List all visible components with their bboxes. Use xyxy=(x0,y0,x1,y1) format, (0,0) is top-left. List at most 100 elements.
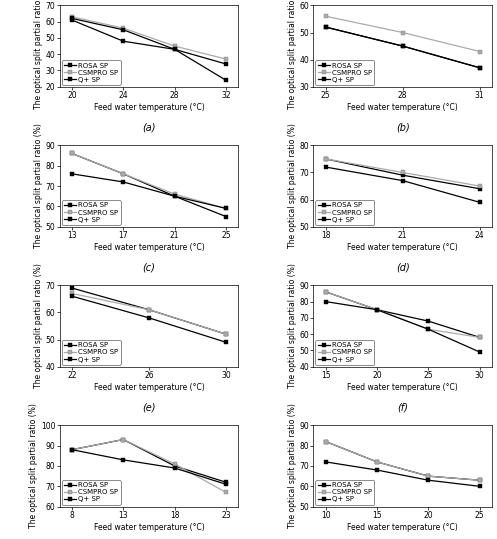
ROSA SP xyxy=(171,465,177,471)
CSMPRO SP xyxy=(171,461,177,467)
Q+ SP xyxy=(171,463,177,469)
ROSA SP xyxy=(120,179,126,185)
Line: Q+ SP: Q+ SP xyxy=(324,439,482,482)
CSMPRO SP xyxy=(69,13,75,20)
Line: ROSA SP: ROSA SP xyxy=(70,294,228,344)
ROSA SP xyxy=(323,299,329,305)
ROSA SP xyxy=(171,193,177,199)
CSMPRO SP xyxy=(323,288,329,295)
CSMPRO SP xyxy=(120,436,126,443)
ROSA SP xyxy=(477,349,483,355)
ROSA SP xyxy=(69,171,75,177)
CSMPRO SP xyxy=(69,150,75,157)
ROSA SP xyxy=(120,26,126,33)
Line: ROSA SP: ROSA SP xyxy=(324,460,482,488)
Q+ SP xyxy=(323,156,329,162)
Q+ SP xyxy=(223,479,229,486)
Y-axis label: The optical split partial ratio (%): The optical split partial ratio (%) xyxy=(288,123,297,248)
Line: Q+ SP: Q+ SP xyxy=(70,18,228,82)
CSMPRO SP xyxy=(477,49,483,55)
Line: CSMPRO SP: CSMPRO SP xyxy=(324,439,482,482)
X-axis label: Feed water temperature (°C): Feed water temperature (°C) xyxy=(93,523,204,531)
Q+ SP xyxy=(323,438,329,445)
ROSA SP xyxy=(223,339,229,345)
ROSA SP xyxy=(69,15,75,22)
CSMPRO SP xyxy=(400,29,406,36)
Line: Q+ SP: Q+ SP xyxy=(324,290,482,340)
Q+ SP xyxy=(477,65,483,71)
Line: CSMPRO SP: CSMPRO SP xyxy=(70,15,228,61)
Text: (a): (a) xyxy=(142,122,156,133)
Legend: ROSA SP, CSMPRO SP, Q+ SP: ROSA SP, CSMPRO SP, Q+ SP xyxy=(62,201,121,225)
Q+ SP xyxy=(223,331,229,337)
Line: ROSA SP: ROSA SP xyxy=(324,165,482,204)
Q+ SP xyxy=(477,334,483,341)
Legend: ROSA SP, CSMPRO SP, Q+ SP: ROSA SP, CSMPRO SP, Q+ SP xyxy=(62,60,121,85)
Q+ SP xyxy=(477,185,483,192)
CSMPRO SP xyxy=(477,334,483,341)
Q+ SP xyxy=(374,307,380,313)
CSMPRO SP xyxy=(425,326,431,333)
CSMPRO SP xyxy=(223,489,229,496)
Q+ SP xyxy=(171,46,177,53)
Legend: ROSA SP, CSMPRO SP, Q+ SP: ROSA SP, CSMPRO SP, Q+ SP xyxy=(62,340,121,364)
Line: ROSA SP: ROSA SP xyxy=(70,447,228,486)
X-axis label: Feed water temperature (°C): Feed water temperature (°C) xyxy=(347,523,458,531)
Q+ SP xyxy=(323,24,329,30)
ROSA SP xyxy=(69,293,75,299)
Text: (d): (d) xyxy=(396,262,410,273)
Y-axis label: The optical split partial ratio (%): The optical split partial ratio (%) xyxy=(34,123,43,248)
ROSA SP xyxy=(425,326,431,333)
ROSA SP xyxy=(374,307,380,313)
CSMPRO SP xyxy=(69,446,75,453)
ROSA SP xyxy=(374,467,380,473)
CSMPRO SP xyxy=(400,169,406,176)
ROSA SP xyxy=(400,43,406,49)
ROSA SP xyxy=(223,481,229,487)
Q+ SP xyxy=(425,318,431,324)
ROSA SP xyxy=(477,483,483,489)
Q+ SP xyxy=(223,77,229,84)
CSMPRO SP xyxy=(425,473,431,479)
Y-axis label: The optical split partial ratio (%): The optical split partial ratio (%) xyxy=(288,0,297,108)
ROSA SP xyxy=(171,46,177,53)
CSMPRO SP xyxy=(223,56,229,63)
ROSA SP xyxy=(146,315,152,321)
CSMPRO SP xyxy=(69,290,75,296)
X-axis label: Feed water temperature (°C): Feed water temperature (°C) xyxy=(347,243,458,252)
ROSA SP xyxy=(477,65,483,71)
Q+ SP xyxy=(120,38,126,44)
ROSA SP xyxy=(223,205,229,212)
Line: CSMPRO SP: CSMPRO SP xyxy=(70,292,228,336)
X-axis label: Feed water temperature (°C): Feed water temperature (°C) xyxy=(347,103,458,112)
Line: CSMPRO SP: CSMPRO SP xyxy=(324,290,482,340)
CSMPRO SP xyxy=(374,307,380,313)
ROSA SP xyxy=(400,177,406,184)
ROSA SP xyxy=(477,199,483,205)
Line: CSMPRO SP: CSMPRO SP xyxy=(70,151,228,211)
CSMPRO SP xyxy=(477,477,483,483)
Q+ SP xyxy=(171,193,177,199)
Q+ SP xyxy=(69,446,75,453)
Text: (e): (e) xyxy=(142,403,156,412)
Legend: ROSA SP, CSMPRO SP, Q+ SP: ROSA SP, CSMPRO SP, Q+ SP xyxy=(316,480,374,505)
ROSA SP xyxy=(69,446,75,453)
X-axis label: Feed water temperature (°C): Feed water temperature (°C) xyxy=(347,383,458,392)
Line: CSMPRO SP: CSMPRO SP xyxy=(324,157,482,188)
CSMPRO SP xyxy=(171,43,177,49)
ROSA SP xyxy=(120,457,126,463)
Q+ SP xyxy=(69,285,75,291)
CSMPRO SP xyxy=(171,191,177,197)
Line: Q+ SP: Q+ SP xyxy=(70,151,228,219)
Y-axis label: The optical split partial ratio (%): The optical split partial ratio (%) xyxy=(288,404,297,528)
Q+ SP xyxy=(323,288,329,295)
Line: ROSA SP: ROSA SP xyxy=(70,172,228,211)
X-axis label: Feed water temperature (°C): Feed water temperature (°C) xyxy=(93,103,204,112)
Q+ SP xyxy=(400,172,406,178)
Text: (c): (c) xyxy=(143,262,156,273)
Q+ SP xyxy=(400,43,406,49)
CSMPRO SP xyxy=(223,331,229,337)
Q+ SP xyxy=(425,473,431,479)
Legend: ROSA SP, CSMPRO SP, Q+ SP: ROSA SP, CSMPRO SP, Q+ SP xyxy=(316,60,374,85)
Line: Q+ SP: Q+ SP xyxy=(324,25,482,70)
